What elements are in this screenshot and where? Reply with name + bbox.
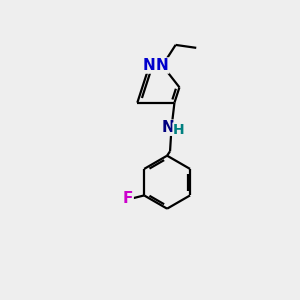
Text: N: N — [162, 120, 174, 135]
Text: F: F — [123, 191, 133, 206]
Text: N: N — [156, 58, 169, 73]
Text: H: H — [173, 123, 185, 137]
Text: N: N — [143, 58, 156, 73]
